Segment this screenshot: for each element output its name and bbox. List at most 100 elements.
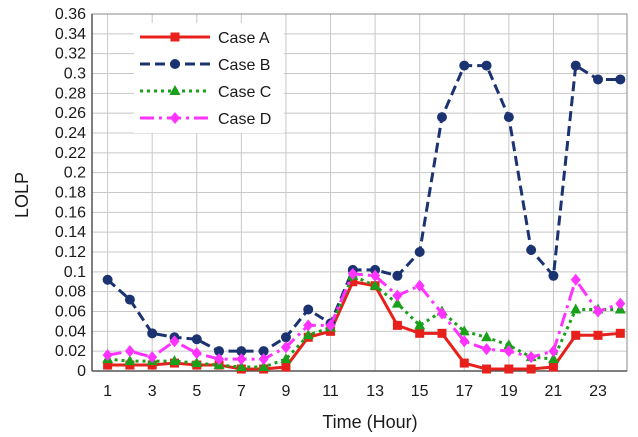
y-tick-label: 0.04	[55, 323, 86, 340]
data-point-case-b	[303, 304, 314, 315]
data-point-case-a	[526, 364, 536, 374]
legend-label-case-a: Case A	[218, 30, 270, 47]
legend-marker-case-d	[170, 112, 180, 124]
y-tick-label: 0.28	[55, 85, 86, 102]
legend-label-case-c: Case C	[218, 84, 271, 101]
data-point-case-d	[325, 319, 336, 332]
data-point-case-d	[481, 343, 492, 356]
x-tick-label: 3	[148, 383, 157, 400]
legend: Case A Case B Case C Case D	[134, 23, 284, 133]
data-point-case-b	[102, 274, 113, 285]
data-point-case-a	[281, 362, 291, 372]
data-point-case-b	[414, 247, 425, 257]
data-point-case-d	[548, 345, 559, 358]
x-tick-label: 15	[411, 383, 429, 400]
data-point-case-d	[392, 289, 403, 302]
data-point-case-d	[503, 345, 514, 358]
x-tick-labels: 1 3 5 7 9 11 13 15 17 19 21 23	[103, 383, 607, 400]
legend-entry-case-c: Case C	[140, 84, 271, 101]
y-tick-label: 0.08	[55, 284, 86, 301]
data-point-case-d	[236, 353, 247, 366]
data-point-case-b	[258, 346, 269, 357]
y-tick-label: 0.18	[55, 185, 86, 202]
legend-label-case-d: Case D	[218, 111, 271, 128]
data-point-case-c	[547, 353, 559, 364]
y-tick-label: 0.24	[55, 125, 86, 142]
y-tick-label: 0.02	[55, 343, 86, 360]
series-line-case-c	[107, 274, 621, 369]
x-tick-label: 21	[545, 383, 563, 400]
legend-marker-case-b	[170, 59, 180, 69]
data-point-case-d	[414, 279, 425, 292]
y-tick-label: 0.12	[55, 244, 86, 261]
data-point-case-b	[124, 294, 135, 305]
data-point-case-d	[147, 351, 158, 364]
x-tick-label: 7	[237, 383, 246, 400]
data-point-case-c	[302, 329, 314, 340]
data-point-case-b	[503, 112, 514, 123]
data-point-case-a	[548, 362, 558, 372]
data-point-case-d	[593, 305, 604, 318]
data-point-case-d	[303, 319, 314, 332]
data-point-case-b	[548, 270, 559, 281]
data-point-case-c	[570, 303, 582, 314]
data-point-case-d	[280, 341, 291, 354]
data-point-case-b	[147, 328, 158, 339]
y-tick-label: 0.32	[55, 46, 86, 63]
axes	[91, 13, 628, 372]
data-point-case-c	[481, 331, 493, 342]
data-point-case-c	[414, 319, 426, 330]
y-tick-label: 0.14	[55, 224, 86, 241]
data-point-case-d	[347, 267, 358, 280]
y-tick-label: 0.34	[55, 26, 86, 43]
legend-entry-case-d: Case D	[140, 111, 271, 128]
data-point-case-a	[348, 277, 358, 287]
x-axis-label: Time (Hour)	[322, 412, 417, 432]
legend-entry-case-b: Case B	[140, 57, 270, 74]
data-point-case-d	[124, 345, 135, 358]
data-point-case-a	[103, 360, 113, 370]
legend-entry-case-a: Case A	[140, 30, 270, 47]
data-point-case-a	[593, 330, 603, 340]
data-point-case-d	[459, 335, 470, 348]
series-lines	[102, 60, 626, 374]
y-tick-label: 0.36	[55, 6, 86, 23]
x-tick-label: 11	[322, 383, 339, 400]
data-point-case-b	[459, 60, 470, 71]
data-point-case-d	[191, 347, 202, 360]
y-tick-label: 0.26	[55, 105, 86, 122]
x-tick-label: 23	[589, 383, 607, 400]
data-point-case-c	[391, 297, 403, 308]
x-tick-label: 19	[500, 383, 518, 400]
data-point-case-d	[214, 353, 225, 366]
data-point-case-b	[570, 60, 581, 71]
data-point-case-d	[570, 273, 581, 286]
data-point-case-b	[436, 112, 447, 123]
y-tick-label: 0.3	[64, 66, 86, 83]
data-point-case-d	[258, 353, 269, 366]
data-point-case-c	[503, 339, 515, 350]
legend-marker-case-c	[169, 85, 181, 95]
y-tick-labels: 0 0.02 0.04 0.06 0.08 0.1 0.12 0.14 0.16 0.18 0.2 0…	[55, 6, 86, 380]
data-point-case-b	[481, 60, 492, 71]
y-axis-label: LOLP	[12, 172, 32, 218]
y-tick-label: 0.1	[64, 264, 86, 281]
data-point-case-d	[102, 349, 113, 362]
data-point-case-c	[168, 355, 180, 366]
data-point-case-c	[235, 361, 247, 372]
x-tick-label: 1	[103, 383, 112, 400]
data-point-case-b	[280, 332, 291, 343]
legend-marker-case-a	[170, 32, 180, 42]
x-tick-label: 13	[366, 383, 384, 400]
data-point-case-c	[191, 357, 203, 368]
data-point-case-b	[615, 74, 626, 85]
data-point-case-a	[571, 330, 581, 340]
data-point-case-c	[369, 279, 381, 290]
x-tick-label: 9	[281, 383, 290, 400]
data-point-case-b	[191, 334, 202, 345]
x-tick-label: 5	[192, 383, 201, 400]
data-point-case-a	[482, 364, 492, 374]
series-case-d	[102, 267, 626, 366]
legend-background	[134, 23, 284, 133]
